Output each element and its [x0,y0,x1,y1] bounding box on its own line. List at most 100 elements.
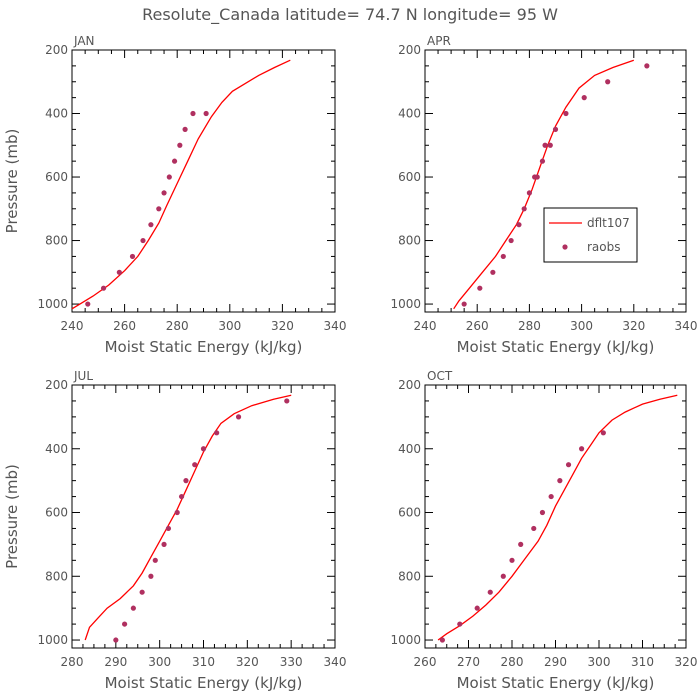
y-tick-label: 800 [45,234,68,248]
plot-frame [71,384,336,649]
x-tick-label: 280 [518,319,541,333]
y-axis-label: Pressure (mb) [3,464,21,569]
x-tick-label: 260 [113,319,136,333]
data-point-raobs [644,63,650,69]
x-tick-label: 320 [236,655,259,669]
y-axis-label: Pressure (mb) [3,129,21,234]
panels: 240 260 280 300 320 340 200 400 600 800 1000 JAN Moi… [3,34,697,692]
series-line-dflt107 [71,59,291,310]
x-axis-label: Moist Static Energy (kJ/kg) [105,338,303,356]
legend-label-model: dflt107 [587,216,630,230]
data-point-raobs [565,462,572,468]
x-tick-label: 280 [61,655,84,669]
data-point-raobs [100,285,107,291]
x-tick-label: 280 [166,319,189,333]
data-point-raobs [161,190,167,196]
data-point-raobs [534,174,540,180]
x-tick-label: 310 [192,655,215,669]
figure-title: Resolute_Canada latitude= 74.7 N longitu… [142,5,558,25]
x-tick-label: 290 [544,655,567,669]
x-tick-label: 280 [501,655,524,669]
data-point-raobs [552,126,559,132]
data-point-raobs [508,237,514,244]
x-tick-label: 240 [61,319,84,333]
legend-label-obs: raobs [587,240,621,254]
data-point-raobs [178,493,185,500]
x-tick-label: 260 [466,319,489,333]
x-tick-label: 270 [457,655,480,669]
data-point-raobs [129,253,136,260]
data-point-raobs [605,79,611,85]
data-point-raobs [85,301,91,307]
x-axis-label: Moist Static Energy (kJ/kg) [105,674,303,692]
y-tick-label: 1000 [37,633,68,647]
data-point-raobs [516,222,522,228]
data-point-raobs [539,509,546,516]
data-point-raobs [548,493,554,500]
data-point-raobs [500,253,506,260]
data-point-raobs [490,269,496,275]
x-tick-label: 300 [588,655,611,669]
x-tick-label: 300 [218,319,241,333]
panel-label: JAN [73,34,95,48]
series-line-dflt107 [437,394,678,641]
data-point-raobs [152,557,158,563]
series-line-dflt107 [453,59,635,310]
chart-panel-jul: 280 290 300 310 320 330 340 200 400 600 800 1000 JUL… [3,369,346,692]
y-tick-label: 1000 [37,297,68,311]
data-point-raobs [200,446,207,452]
x-tick-label: 300 [148,655,171,669]
y-tick-label: 800 [45,569,68,583]
data-point-raobs [166,174,172,180]
data-point-raobs [284,398,290,404]
data-point-raobs [500,573,506,579]
data-point-raobs [214,430,220,436]
y-tick-label: 1000 [390,633,421,647]
data-point-raobs [457,621,463,627]
x-tick-label: 340 [324,319,347,333]
y-tick-label: 400 [45,442,68,456]
data-point-raobs [557,478,563,484]
data-point-raobs [521,206,527,212]
plot-frame [71,49,336,313]
data-point-raobs [474,605,480,611]
data-point-raobs [539,158,546,164]
data-point-raobs [477,285,483,291]
plot-frame [424,49,687,313]
data-point-raobs [190,110,196,117]
y-tick-label: 400 [398,442,421,456]
data-point-raobs [547,142,553,148]
data-point-raobs [161,541,167,547]
data-point-raobs [439,637,445,643]
x-tick-label: 300 [570,319,593,333]
data-point-raobs [542,142,548,148]
data-point-raobs [600,430,606,436]
data-point-raobs [235,414,242,420]
y-tick-label: 800 [398,569,421,583]
y-tick-label: 400 [45,107,68,121]
data-point-raobs [518,541,524,547]
plot-frame [424,384,687,649]
data-point-raobs [174,509,180,516]
data-point-raobs [140,237,146,244]
x-tick-label: 320 [622,319,645,333]
x-tick-label: 340 [324,655,347,669]
x-tick-label: 290 [104,655,127,669]
y-tick-label: 200 [45,43,68,57]
data-point-raobs [130,605,136,611]
chart-panel-jan: 240 260 280 300 320 340 200 400 600 800 1000 JAN Moi… [3,34,346,356]
data-point-raobs [579,446,585,452]
chart-panel-apr: 240 260 280 300 320 340 200 400 600 800 1000 APR Moi… [390,34,697,356]
legend: dflt107 raobs [543,207,638,263]
data-point-raobs [122,621,128,627]
x-tick-label: 330 [280,655,303,669]
panel-label: JUL [73,369,93,383]
data-point-raobs [139,589,145,595]
x-tick-label: 320 [271,319,294,333]
data-point-raobs [148,573,154,579]
chart-panel-oct: 260 270 280 290 300 310 320 200 400 600 800 1000 OCT… [390,369,697,692]
x-tick-label: 320 [675,655,698,669]
legend-box [543,207,638,263]
y-tick-label: 200 [398,43,421,57]
